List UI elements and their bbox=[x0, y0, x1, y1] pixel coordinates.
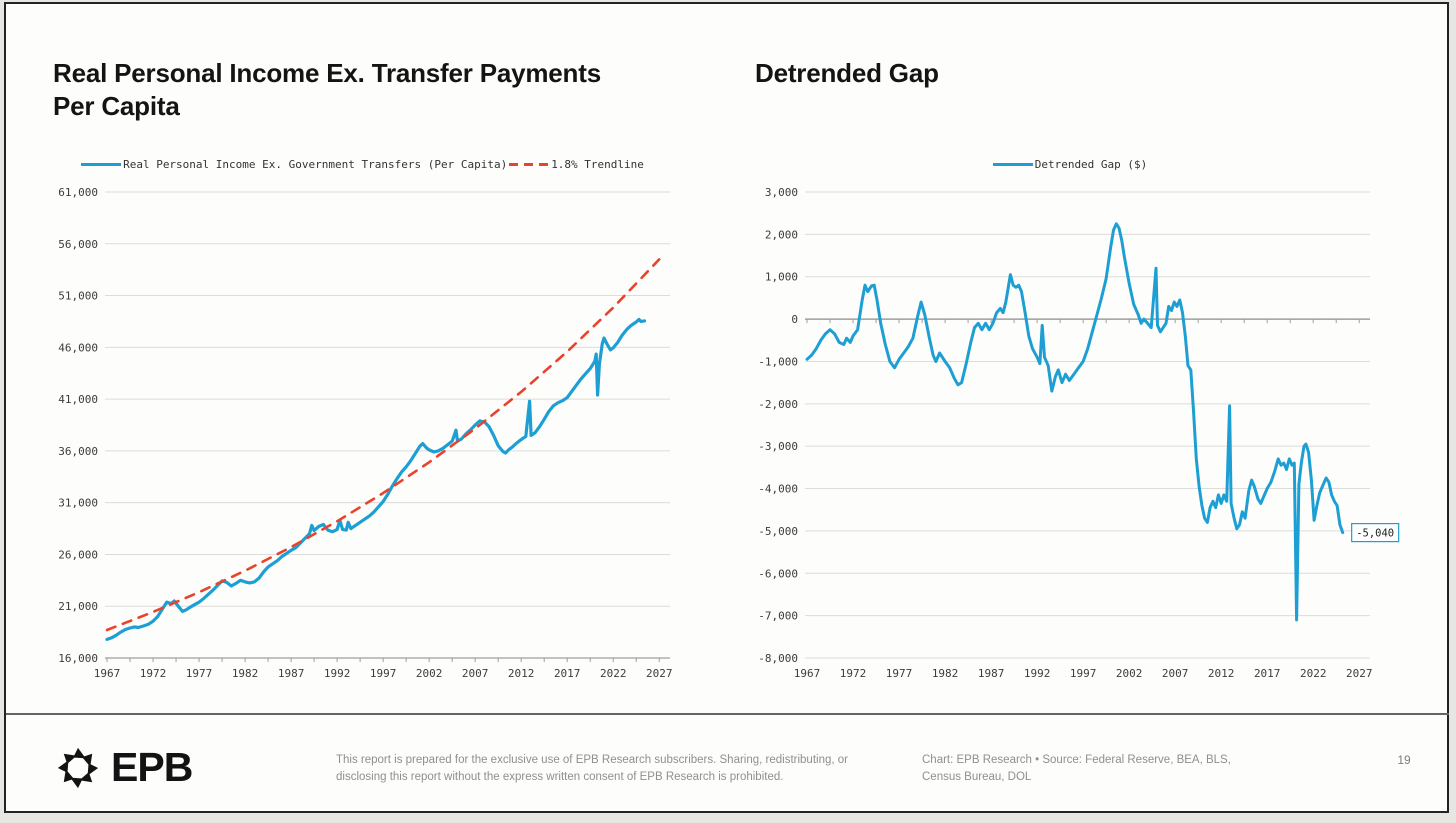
x-tick-label: 1987 bbox=[978, 667, 1005, 680]
x-tick-label: 2012 bbox=[1208, 667, 1235, 680]
y-tick-label: 56,000 bbox=[58, 238, 98, 251]
x-tick-label: 1992 bbox=[324, 667, 351, 680]
x-tick-label: 1982 bbox=[932, 667, 959, 680]
y-tick-label: 16,000 bbox=[58, 652, 98, 665]
y-tick-label: 3,000 bbox=[765, 186, 798, 199]
x-tick-label: 2022 bbox=[600, 667, 627, 680]
slide bbox=[4, 2, 1449, 813]
series-line bbox=[105, 317, 647, 641]
x-tick-label: 1987 bbox=[278, 667, 305, 680]
left-chart-title: Real Personal Income Ex. Transfer Paymen… bbox=[53, 58, 601, 122]
y-tick-label: 21,000 bbox=[58, 600, 98, 613]
x-tick-label: 1967 bbox=[94, 667, 121, 680]
x-tick-label: 2007 bbox=[1162, 667, 1189, 680]
x-tick-label: 2017 bbox=[554, 667, 581, 680]
y-tick-label: 26,000 bbox=[58, 548, 98, 561]
series-line bbox=[805, 222, 1345, 622]
x-tick-label: 2027 bbox=[1346, 667, 1373, 680]
x-tick-label: 1997 bbox=[370, 667, 397, 680]
y-tick-label: -1,000 bbox=[758, 355, 798, 368]
x-tick-label: 1967 bbox=[794, 667, 821, 680]
y-tick-label: 2,000 bbox=[765, 228, 798, 241]
x-tick-label: 2007 bbox=[462, 667, 489, 680]
y-tick-label: -5,000 bbox=[758, 525, 798, 538]
brand-name: EPB bbox=[111, 744, 193, 790]
y-tick-label: -2,000 bbox=[758, 398, 798, 411]
x-tick-label: 1977 bbox=[186, 667, 213, 680]
left-chart-plot: 61,000 56,000 51,000 46,000 41,000 36,000 31,0… bbox=[58, 186, 673, 680]
x-tick-label: 1972 bbox=[140, 667, 167, 680]
brand-logo: EPB bbox=[55, 744, 193, 791]
left-chart: 61,000 56,000 51,000 46,000 41,000 36,000 31,0… bbox=[40, 150, 685, 695]
y-tick-label: 51,000 bbox=[58, 290, 98, 303]
y-tick-label: 36,000 bbox=[58, 445, 98, 458]
y-tick-label: -7,000 bbox=[758, 610, 798, 623]
x-tick-label: 2002 bbox=[416, 667, 443, 680]
x-tick-label: 1997 bbox=[1070, 667, 1097, 680]
x-tick-label: 2012 bbox=[508, 667, 535, 680]
y-tick-label: -6,000 bbox=[758, 567, 798, 580]
y-tick-label: 61,000 bbox=[58, 186, 98, 199]
y-tick-label: -8,000 bbox=[758, 652, 798, 665]
footer-divider bbox=[6, 713, 1449, 715]
y-tick-label: 46,000 bbox=[58, 341, 98, 354]
x-tick-label: 2002 bbox=[1116, 667, 1143, 680]
page-number: 19 bbox=[1397, 753, 1411, 767]
y-tick-label: -4,000 bbox=[758, 483, 798, 496]
end-value-callout-box bbox=[1351, 523, 1400, 543]
footer-source: Chart: EPB Research • Source: Federal Re… bbox=[922, 754, 1231, 783]
y-tick-label: 41,000 bbox=[58, 393, 98, 406]
series-line bbox=[105, 258, 661, 632]
x-tick-label: 2022 bbox=[1300, 667, 1327, 680]
x-tick-label: 1992 bbox=[1024, 667, 1051, 680]
x-tick-label: 1977 bbox=[886, 667, 913, 680]
x-tick-label: 2017 bbox=[1254, 667, 1281, 680]
right-chart-plot: 3,000 2,000 1,000 0 -1,000 -2,000 -3,000 -4,000… bbox=[758, 186, 1400, 680]
epb-aperture-icon bbox=[57, 747, 99, 788]
right-chart-title: Detrended Gap bbox=[755, 58, 939, 89]
y-tick-label: 1,000 bbox=[765, 271, 798, 284]
right-chart: 3,000 2,000 1,000 0 -1,000 -2,000 -3,000 -4,000… bbox=[740, 150, 1400, 695]
end-value-callout-text: -5,040 bbox=[1356, 528, 1394, 540]
x-tick-label: 2027 bbox=[646, 667, 673, 680]
footer-disclaimer: This report is prepared for the exclusiv… bbox=[336, 754, 848, 783]
x-tick-label: 1972 bbox=[840, 667, 867, 680]
y-tick-label: 31,000 bbox=[58, 497, 98, 510]
x-tick-label: 1982 bbox=[232, 667, 258, 680]
y-tick-label: 0 bbox=[791, 313, 798, 326]
y-tick-label: -3,000 bbox=[758, 440, 798, 453]
